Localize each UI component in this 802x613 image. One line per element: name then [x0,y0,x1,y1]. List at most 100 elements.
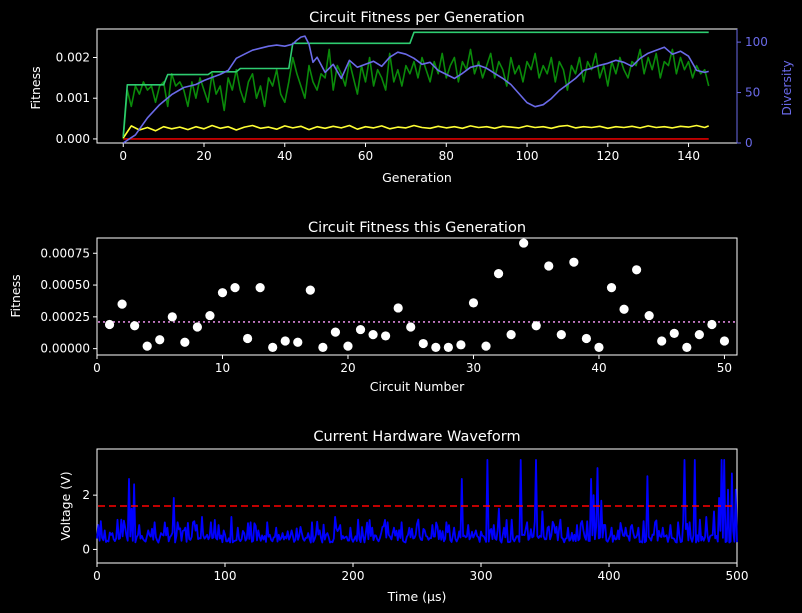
circuit-point [192,322,202,332]
circuit-point [205,310,215,321]
circuit-point [180,337,190,347]
right-y-tick-label: 50 [745,86,760,100]
circuit-point [330,327,341,337]
circuit-point [506,330,516,340]
circuit-point [556,330,566,340]
right-y-tick-label: 100 [745,35,768,49]
circuit-point [255,282,265,293]
circuit-point [368,330,378,340]
circuit-point [594,342,604,352]
x-tick-label: 300 [470,569,493,583]
x-tick-label: 140 [677,149,700,163]
plot-area [96,237,738,356]
circuit-point [456,340,466,350]
x-tick-label: 30 [466,361,481,375]
right-y-axis-label: Diversity [779,60,794,116]
circuit-point [531,321,541,331]
y-axis-label: Fitness [8,274,23,317]
y-tick-label: 0.00025 [40,310,90,324]
x-tick-label: 20 [340,361,355,375]
y-tick-label: 0.000 [56,132,90,146]
circuit-point [632,265,642,275]
circuit-point [318,342,328,352]
circuit-point [406,322,416,332]
circuit-point [657,336,667,346]
circuit-point [493,269,504,279]
circuit-point [293,337,303,347]
circuit-point [305,285,315,295]
x-tick-label: 500 [726,569,749,583]
x-axis-label: Time (µs) [387,589,447,604]
x-tick-label: 0 [93,361,101,375]
x-tick-label: 100 [516,149,539,163]
circuit-point [381,331,391,341]
best-series-line [122,31,709,137]
circuit-point [242,333,253,344]
circuit-point [418,338,428,349]
circuit-point [606,282,617,293]
x-tick-label: 0 [119,149,127,163]
circuit-point [230,282,240,293]
x-tick-label: 40 [277,149,292,163]
circuit-point [343,341,353,351]
circuit-point [581,333,592,344]
y-tick-label: 0.00000 [40,342,90,356]
circuit-point [694,330,704,340]
circuit-point [644,310,654,321]
chart-title: Current Hardware Waveform [313,429,520,445]
circuit-point [682,342,692,352]
y-tick-label: 0.002 [56,51,90,65]
y-tick-label: 0.001 [56,91,90,105]
average-series-line [122,124,709,139]
circuit-point [355,324,366,335]
circuit-point [142,341,152,351]
right-y-tick-label: 0 [745,136,753,150]
circuit-point [268,342,278,352]
x-tick-label: 0 [93,569,101,583]
circuit-point [393,303,403,313]
y-tick-label: 2 [82,488,90,502]
circuit-point [117,299,127,309]
diversity-series-line [122,35,709,144]
plot-area [96,28,738,144]
y-tick-label: 0 [82,542,90,556]
circuit-point [468,298,479,308]
chart-title: Circuit Fitness per Generation [309,10,525,26]
circuit-point [719,336,730,346]
x-tick-label: 40 [591,361,606,375]
circuit-point [431,342,441,352]
circuit-point [707,319,717,330]
x-axis-label: Generation [382,170,452,185]
circuit-point [669,328,679,338]
x-tick-label: 80 [439,149,454,163]
x-tick-label: 120 [596,149,619,163]
x-tick-label: 100 [214,569,237,583]
circuit-point [519,238,529,248]
y-axis-label: Voltage (V) [58,471,73,540]
circuit-point [167,312,177,322]
fitness-this-generation-chart: Circuit Fitness this Generation Circuit … [8,220,738,394]
circuit-point [481,341,491,351]
y-tick-label: 0.00075 [40,246,90,260]
circuit-point [544,261,554,271]
y-axis-label: Fitness [28,66,43,109]
circuit-point [104,319,115,330]
circuit-point [155,335,165,345]
circuit-point [280,336,290,346]
x-tick-label: 60 [358,149,373,163]
fitness-per-generation-chart: Circuit Fitness per Generation Generatio… [28,10,794,185]
x-tick-label: 400 [598,569,621,583]
x-tick-label: 10 [215,361,230,375]
current-series-line [122,48,710,139]
voltage-waveform-line [96,459,738,544]
x-tick-label: 50 [717,361,732,375]
hardware-waveform-chart: Current Hardware Waveform Time (µs) Volt… [58,429,748,604]
circuit-point [619,304,629,314]
circuit-point [569,257,579,267]
y-tick-label: 0.00050 [40,278,90,292]
circuit-point [443,342,453,352]
circuit-point [130,321,140,331]
circuit-point [217,288,228,298]
x-tick-label: 200 [342,569,365,583]
